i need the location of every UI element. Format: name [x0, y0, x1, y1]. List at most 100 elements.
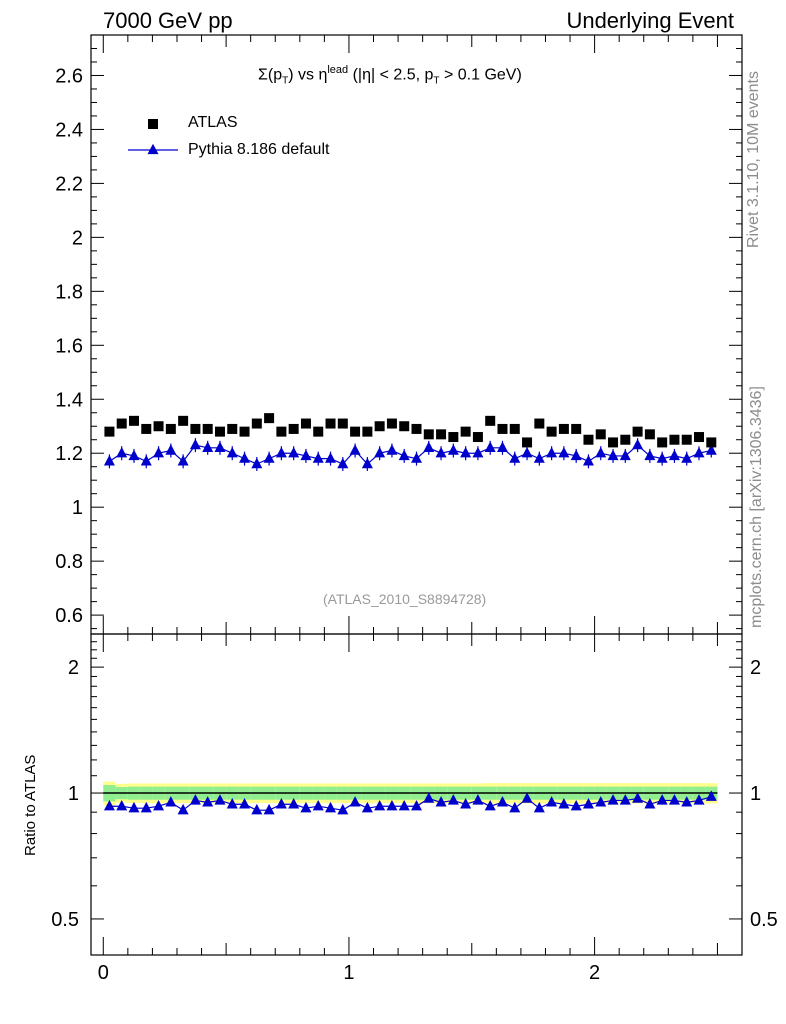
ratio-point [288, 798, 300, 809]
atlas-point [251, 418, 262, 429]
atlas-point [448, 432, 459, 443]
atlas-point [104, 426, 115, 437]
atlas-point [423, 429, 434, 440]
ratio-point [619, 794, 631, 805]
ratio-ytick-label: 2 [68, 657, 79, 679]
atlas-point [608, 437, 619, 448]
main-ytick-label: 2.4 [55, 119, 83, 141]
pythia-point [681, 452, 693, 463]
pythia-point [386, 444, 398, 455]
pythia-point [582, 455, 594, 466]
pythia-point [705, 444, 717, 455]
ratio-point [361, 801, 373, 813]
ratio-ytick-label: 1 [68, 783, 79, 805]
pythia-point [288, 446, 300, 458]
atlas-point [337, 418, 348, 429]
pythia-point [361, 457, 373, 469]
pythia-point [251, 457, 263, 469]
main-ytick-label: 2.6 [55, 65, 83, 87]
atlas-point [386, 418, 397, 429]
main-ytick-label: 2.2 [55, 173, 83, 195]
atlas-point [632, 426, 643, 437]
legend-marker-atlas [148, 119, 158, 129]
ratio-point [681, 796, 693, 807]
ratio-point [546, 796, 558, 807]
pythia-point [128, 449, 140, 461]
ratio-point [668, 794, 680, 805]
pythia-point [214, 441, 226, 453]
pythia-point [484, 441, 496, 453]
ratio-point [705, 790, 717, 801]
ratio-xtick-label: 0 [98, 962, 109, 984]
ratio-point [570, 799, 582, 811]
atlas-point [558, 423, 569, 434]
ratio-point [153, 799, 165, 811]
pythia-point [374, 446, 386, 458]
ratio-point [411, 799, 422, 811]
pythia-point [349, 444, 361, 455]
pythia-point [521, 446, 533, 458]
ratio-point [312, 799, 324, 811]
rivet-label: Rivet 3.1.10, 10M events [745, 71, 762, 248]
ratio-point [300, 801, 312, 813]
ratio-point [533, 801, 545, 813]
ratio-point [214, 794, 226, 805]
atlas-point [497, 423, 508, 434]
pythia-point [325, 452, 337, 463]
atlas-point [399, 421, 410, 432]
pythia-point [472, 446, 484, 458]
ratio-ylabel: Ratio to ATLAS [22, 754, 39, 856]
plot-title: Σ(pT) vs ηlead (|η| < 2.5, pT > 0.1 GeV) [258, 64, 522, 87]
pythia-point [153, 446, 165, 458]
main-ytick-label: 1.6 [55, 335, 83, 357]
pythia-point [140, 455, 152, 466]
atlas-point [669, 434, 680, 445]
pythia-point [496, 441, 508, 453]
pythia-point [644, 449, 656, 461]
analysis-tag: (ATLAS_2010_S8894728) [323, 591, 487, 607]
ratio-point [165, 796, 177, 807]
atlas-point [411, 423, 422, 434]
ratio-point [558, 798, 570, 809]
ratio-ytick-label-right: 1 [750, 783, 761, 805]
atlas-point [546, 426, 557, 437]
atlas-point [350, 426, 361, 437]
pythia-point [619, 449, 631, 461]
atlas-point [595, 429, 606, 440]
ratio-point [484, 799, 496, 811]
ratio-ytick-label-right: 2 [750, 657, 761, 679]
pythia-point [239, 452, 251, 463]
legend-label-pythia: Pythia 8.186 default [188, 141, 330, 158]
ratio-point [239, 798, 251, 809]
pythia-point [656, 452, 668, 463]
ratio-plot-frame [90, 633, 743, 956]
atlas-point [362, 426, 373, 437]
pythia-point [447, 444, 459, 455]
pythia-point [300, 449, 312, 461]
pythia-point [226, 446, 238, 458]
atlas-point [202, 423, 213, 434]
ratio-point [595, 796, 607, 807]
ratio-point [656, 794, 668, 805]
atlas-point [116, 418, 127, 429]
ratio-point [251, 803, 263, 815]
ratio-point [337, 803, 349, 815]
atlas-point [190, 423, 201, 434]
atlas-point [436, 429, 447, 440]
ratio-point [226, 798, 238, 809]
legend-label-atlas: ATLAS [188, 114, 238, 131]
ratio-point [177, 803, 189, 815]
pythia-point [533, 452, 545, 463]
ratio-point [582, 798, 594, 809]
ratio-point [128, 801, 140, 813]
atlas-point [239, 426, 250, 437]
pythia-point [312, 452, 324, 463]
atlas-point [706, 437, 717, 448]
pythia-point [202, 441, 214, 453]
ratio-point [386, 799, 398, 811]
ratio-xtick-label: 2 [589, 962, 600, 984]
mcplots-label: mcplots.cern.ch [arXiv:1306.3436] [748, 386, 765, 628]
main-ytick-label: 1.8 [55, 281, 83, 303]
ratio-point [202, 796, 214, 807]
